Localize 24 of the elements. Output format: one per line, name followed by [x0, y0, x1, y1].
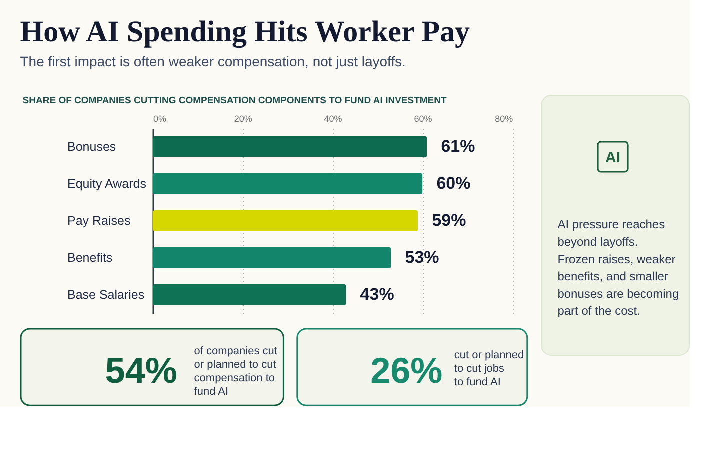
text: AI pressure reaches beyond layoffs. Frozen raises, weaker benefits, and smaller bonuses are becoming part of the cost.	[558, 218, 680, 318]
text: cut or planned to cut jobs to fund AI	[454, 350, 524, 389]
y-tick-label: Equity Awards	[68, 177, 146, 191]
x-tick-label: 40%	[324, 114, 342, 124]
x-tick-label: 20%	[234, 114, 252, 124]
x-tick-label: 80%	[495, 114, 514, 124]
x-tick-label: 0%	[154, 114, 167, 124]
chart-title: How AI Spending Hits Worker Pay	[20, 16, 470, 48]
text: AI	[606, 150, 620, 166]
data-label: 43%	[360, 285, 394, 304]
text: 54%	[105, 350, 178, 392]
x-axis-title: SHARE OF COMPANIES CUTTING COMPENSATION COMPONENTS TO FUND AI INVESTMENT	[22, 96, 447, 106]
data-label: 60%	[436, 174, 471, 193]
chart-subtitle: The first impact is often weaker compensation, not just layoffs.	[20, 54, 406, 70]
data-label: 53%	[405, 248, 440, 267]
data-label: 61%	[441, 137, 476, 156]
y-tick-label: Bonuses	[68, 140, 116, 154]
text: 26%	[370, 350, 443, 392]
text: of companies cut or planned to cut compensation to fund AI	[194, 346, 278, 398]
y-tick-label: Pay Raises	[68, 214, 131, 228]
data-label: 59%	[432, 211, 466, 230]
x-tick-label: 60%	[414, 114, 432, 124]
y-tick-label: Base Salaries	[68, 288, 145, 302]
y-tick-label: Benefits	[68, 251, 113, 265]
